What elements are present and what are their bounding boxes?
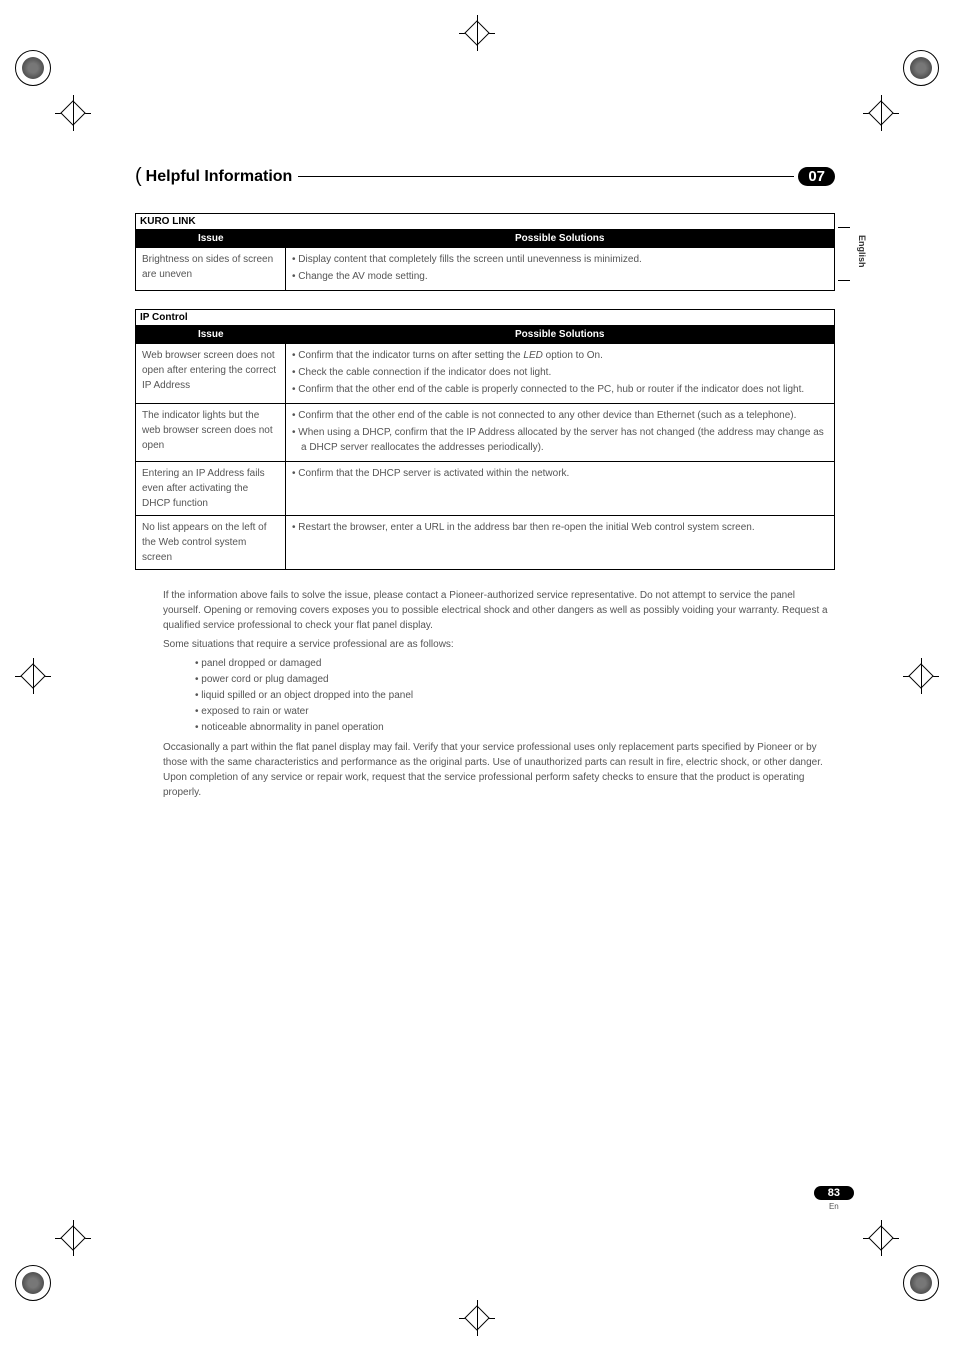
italic-term: LED (523, 350, 542, 361)
solution-item: When using a DHCP, confirm that the IP A… (292, 425, 828, 455)
tab-tick-icon (838, 227, 850, 228)
column-header-solutions: Possible Solutions (286, 326, 835, 344)
body-paragraph: Occasionally a part within the flat pane… (163, 740, 835, 800)
register-mark-icon (903, 658, 939, 694)
solution-item: Restart the browser, enter a URL in the … (292, 520, 828, 535)
column-header-solutions: Possible Solutions (286, 230, 835, 248)
crop-mark-icon (15, 50, 51, 86)
register-mark-icon (459, 1300, 495, 1336)
issue-cell: The indicator lights but the web browser… (136, 404, 286, 462)
crop-mark-icon (15, 1265, 51, 1301)
solution-cell: Confirm that the other end of the cable … (286, 404, 835, 462)
column-header-issue: Issue (136, 326, 286, 344)
section-header: ( Helpful Information 07 (135, 165, 835, 188)
column-header-issue: Issue (136, 230, 286, 248)
table-row: The indicator lights but the web browser… (136, 404, 835, 462)
register-mark-icon (15, 658, 51, 694)
list-item: panel dropped or damaged (195, 656, 835, 672)
section-title: Helpful Information (146, 168, 293, 186)
kuro-link-table: KURO LINK Issue Possible Solutions Brigh… (135, 213, 835, 291)
body-bullet-list: panel dropped or damaged power cord or p… (195, 656, 835, 736)
table-caption: IP Control (135, 309, 835, 325)
table-caption: KURO LINK (135, 213, 835, 229)
solution-item: Confirm that the DHCP server is activate… (292, 466, 828, 481)
table-row: Brightness on sides of screen are uneven… (136, 248, 835, 291)
solution-item: Confirm that the other end of the cable … (292, 408, 828, 423)
solution-item: Confirm that the other end of the cable … (292, 382, 828, 397)
page-lang: En (814, 1202, 854, 1211)
chapter-badge: 07 (798, 167, 835, 186)
body-paragraph: If the information above fails to solve … (163, 588, 835, 633)
list-item: exposed to rain or water (195, 704, 835, 720)
page-content: ( Helpful Information 07 English KURO LI… (135, 165, 835, 804)
solution-cell: Confirm that the indicator turns on afte… (286, 344, 835, 404)
ip-control-table: IP Control Issue Possible Solutions Web … (135, 309, 835, 570)
header-rule (298, 176, 794, 177)
crop-mark-icon (903, 50, 939, 86)
issue-cell: No list appears on the left of the Web c… (136, 516, 286, 570)
solution-cell: Confirm that the DHCP server is activate… (286, 462, 835, 516)
tab-tick-icon (838, 280, 850, 281)
issue-cell: Web browser screen does not open after e… (136, 344, 286, 404)
solution-item: Change the AV mode setting. (292, 269, 828, 284)
register-mark-icon (55, 95, 91, 131)
page-number-badge: 83 En (814, 1183, 854, 1211)
page-number: 83 (814, 1186, 854, 1200)
solution-item: Confirm that the indicator turns on afte… (292, 348, 828, 363)
solution-cell: Display content that completely fills th… (286, 248, 835, 291)
language-tab: English (857, 235, 867, 268)
issue-cell: Brightness on sides of screen are uneven (136, 248, 286, 291)
table-row: No list appears on the left of the Web c… (136, 516, 835, 570)
solution-item: Check the cable connection if the indica… (292, 365, 828, 380)
issue-cell: Entering an IP Address fails even after … (136, 462, 286, 516)
list-item: noticeable abnormality in panel operatio… (195, 720, 835, 736)
solution-item: Display content that completely fills th… (292, 252, 828, 267)
list-item: power cord or plug damaged (195, 672, 835, 688)
table-row: Entering an IP Address fails even after … (136, 462, 835, 516)
solution-cell: Restart the browser, enter a URL in the … (286, 516, 835, 570)
register-mark-icon (459, 15, 495, 51)
register-mark-icon (863, 95, 899, 131)
table-row: Web browser screen does not open after e… (136, 344, 835, 404)
body-paragraph: Some situations that require a service p… (163, 637, 835, 652)
register-mark-icon (55, 1220, 91, 1256)
register-mark-icon (863, 1220, 899, 1256)
crop-mark-icon (903, 1265, 939, 1301)
list-item: liquid spilled or an object dropped into… (195, 688, 835, 704)
bracket-icon: ( (135, 165, 142, 188)
